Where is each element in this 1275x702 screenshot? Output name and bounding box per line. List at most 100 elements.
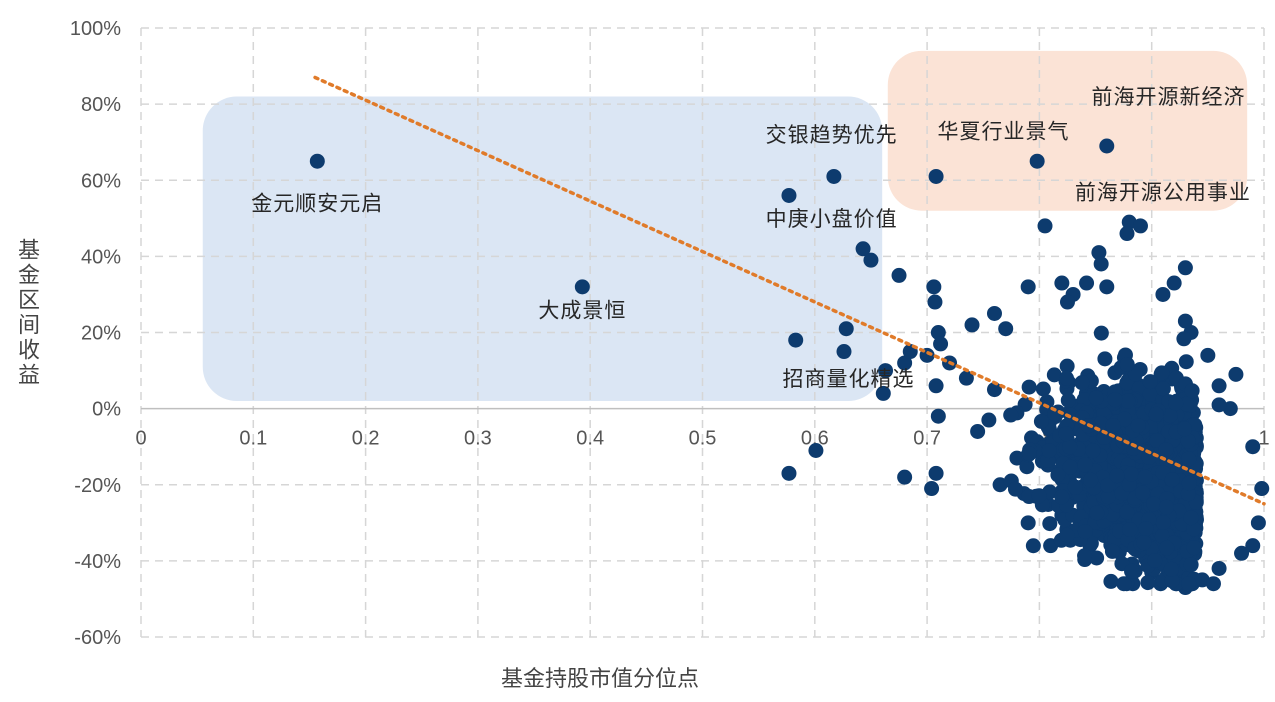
data-point xyxy=(1163,561,1179,577)
data-point xyxy=(1181,475,1197,491)
x-tick-label: 0.4 xyxy=(576,428,604,450)
data-point xyxy=(1120,393,1136,409)
data-point xyxy=(1085,443,1101,459)
labeled-data-point xyxy=(309,153,325,169)
data-point xyxy=(958,370,974,386)
y-tick-label: -40% xyxy=(74,551,121,573)
data-point xyxy=(1076,392,1092,408)
data-point xyxy=(1003,407,1019,423)
data-point xyxy=(1162,408,1178,424)
labeled-data-point xyxy=(928,168,944,184)
labeled-data-point xyxy=(781,187,797,203)
x-tick-label: 1 xyxy=(1258,428,1269,450)
data-point xyxy=(1025,538,1041,554)
data-point xyxy=(1123,466,1139,482)
data-point xyxy=(1093,256,1109,272)
y-axis-title: 基金区间收益 xyxy=(18,239,40,389)
data-point xyxy=(1177,260,1193,276)
data-point xyxy=(1062,439,1078,455)
data-point xyxy=(924,481,940,497)
data-point xyxy=(1088,390,1104,406)
data-point xyxy=(1042,516,1058,532)
data-point xyxy=(1059,294,1075,310)
data-point xyxy=(897,355,913,371)
x-tick-label: 0.6 xyxy=(801,428,829,450)
data-point xyxy=(1154,528,1170,544)
data-point xyxy=(1155,381,1171,397)
data-point xyxy=(928,465,944,481)
labeled-data-point xyxy=(826,168,842,184)
data-point xyxy=(1180,433,1196,449)
data-point xyxy=(838,321,854,337)
data-point xyxy=(1050,467,1066,483)
point-annotation: 交银趋势优先 xyxy=(766,123,898,147)
data-point xyxy=(1178,354,1194,370)
data-point xyxy=(1097,351,1113,367)
data-point xyxy=(1130,418,1146,434)
data-point xyxy=(1054,489,1070,505)
data-point xyxy=(1211,378,1227,394)
data-point xyxy=(855,241,871,257)
data-point xyxy=(875,385,891,401)
data-point xyxy=(1122,521,1138,537)
x-axis-title: 基金持股市值分位点 xyxy=(501,667,699,692)
data-point xyxy=(1186,521,1202,537)
data-point xyxy=(930,325,946,340)
data-point xyxy=(1177,421,1193,437)
data-point xyxy=(928,378,944,394)
y-tick-label: -60% xyxy=(74,627,121,649)
data-point xyxy=(1168,395,1184,411)
data-point xyxy=(1100,477,1116,493)
data-point xyxy=(897,469,913,485)
y-axis-title-char: 基 xyxy=(18,239,40,264)
x-tick-label: 0.1 xyxy=(239,428,267,450)
data-point xyxy=(1046,367,1062,383)
data-point xyxy=(1104,543,1120,559)
point-annotation: 中庚小盘价值 xyxy=(766,207,898,231)
gridlines xyxy=(140,27,1265,638)
data-point xyxy=(1181,576,1197,592)
y-tick-label: 60% xyxy=(81,170,121,192)
data-points xyxy=(309,138,1270,596)
data-point xyxy=(1142,374,1158,390)
data-point xyxy=(1062,459,1078,475)
y-tick-label: -20% xyxy=(74,475,121,497)
data-point xyxy=(1132,218,1148,234)
data-point xyxy=(878,363,894,379)
data-point xyxy=(1136,535,1152,551)
highlight-region-blue xyxy=(202,96,883,402)
data-point xyxy=(1254,481,1270,497)
data-point xyxy=(1166,275,1182,291)
y-axis-title-char: 间 xyxy=(18,314,40,339)
data-point xyxy=(808,442,824,458)
x-tick-label: 0.3 xyxy=(464,428,492,450)
data-point xyxy=(1154,365,1170,381)
data-point xyxy=(930,408,946,424)
data-point xyxy=(1205,576,1221,592)
data-point xyxy=(1058,370,1074,386)
data-point xyxy=(964,317,980,333)
data-point xyxy=(1109,468,1125,484)
data-point xyxy=(1138,521,1154,537)
data-point xyxy=(1035,381,1051,397)
point-annotation: 金元顺安元启 xyxy=(251,192,383,216)
data-point xyxy=(1140,575,1156,591)
data-point xyxy=(891,267,907,283)
data-point xyxy=(1083,472,1099,488)
point-annotation: 前海开源新经济 xyxy=(1092,85,1246,109)
trendline xyxy=(313,75,1266,506)
data-point xyxy=(1107,392,1123,408)
data-point xyxy=(1033,413,1049,429)
data-point xyxy=(1079,275,1095,291)
data-point xyxy=(1164,573,1180,589)
labeled-data-point xyxy=(574,279,590,295)
data-point xyxy=(1099,279,1115,295)
y-tick-label: 0% xyxy=(92,399,121,421)
data-point xyxy=(1091,245,1107,261)
data-point xyxy=(1146,496,1162,512)
data-point xyxy=(1183,557,1199,573)
point-annotation: 大成景恒 xyxy=(538,298,626,322)
data-point xyxy=(1089,505,1105,521)
data-point xyxy=(1077,457,1093,473)
